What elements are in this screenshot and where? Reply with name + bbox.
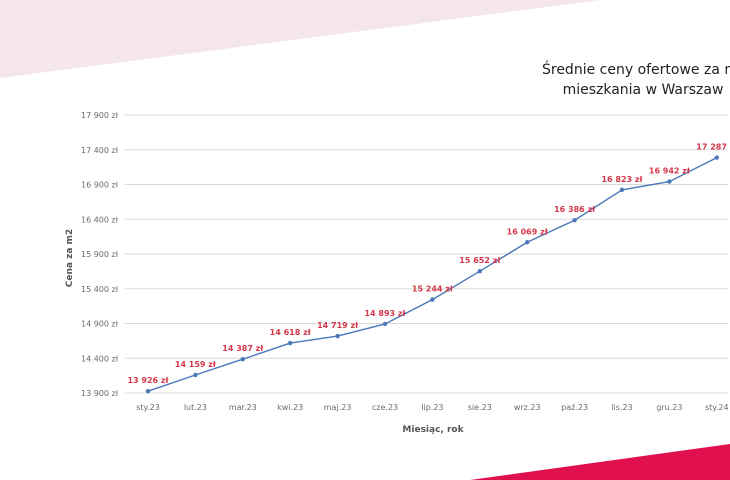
y-tick-label: 16 900 zł: [81, 181, 119, 190]
data-label: 16 942 zł: [649, 167, 691, 176]
data-label: 15 652 zł: [459, 256, 501, 265]
y-axis-ticks: 13 900 zł 14 400 zł 14 900 zł 15 400 zł 15 9…: [81, 111, 119, 398]
data-label: 14 159 zł: [175, 360, 217, 369]
data-label: 14 719 zł: [317, 321, 359, 330]
x-tick-label: cze.23: [372, 403, 398, 412]
data-point: [240, 356, 245, 362]
data-point: [525, 240, 530, 245]
chart-title: Średnie ceny ofertowe za m mieszkania w …: [520, 60, 730, 100]
y-tick-label: 17 400 zł: [81, 146, 119, 155]
data-point: [382, 321, 388, 327]
y-axis-title: Cena za m2: [65, 229, 75, 287]
data-label: 16 069 zł: [507, 227, 549, 236]
data-label: 14 387 zł: [222, 344, 264, 353]
data-label: 14 618 zł: [270, 328, 312, 337]
x-tick-label: mar.23: [229, 403, 257, 412]
y-tick-label: 14 400 zł: [81, 354, 119, 363]
data-point: [335, 333, 340, 339]
x-tick-label: sty.24: [705, 403, 729, 412]
data-label: 13 926 zł: [127, 376, 169, 385]
data-point: [477, 269, 482, 274]
y-tick-label: 15 400 zł: [81, 285, 119, 294]
x-tick-label: kwi.23: [277, 403, 303, 412]
x-tick-label: lis.23: [611, 403, 632, 412]
data-points: [145, 155, 719, 394]
series-line: [147, 156, 718, 392]
data-point: [619, 187, 625, 193]
x-tick-label: sty.23: [136, 403, 160, 412]
x-tick-label: sie.23: [468, 403, 492, 412]
x-axis-title: Miesiąc, rok: [402, 425, 464, 435]
data-point: [430, 297, 435, 302]
data-label: 16 823 zł: [601, 175, 643, 184]
y-tick-label: 15 900 zł: [81, 250, 119, 259]
data-label: 17 287 zł: [696, 143, 730, 152]
x-tick-label: lut.23: [184, 403, 207, 412]
data-label: 15 244 zł: [412, 285, 454, 294]
x-tick-label: gru.23: [656, 403, 682, 412]
chart-title-line-2: mieszkania w Warszaw: [562, 82, 724, 98]
x-tick-label: lip.23: [421, 403, 443, 412]
data-point: [667, 179, 672, 184]
x-tick-label: maj.23: [324, 403, 352, 412]
data-point: [572, 218, 577, 223]
y-tick-label: 14 900 zł: [81, 320, 119, 329]
data-point: [193, 372, 198, 378]
data-labels: 13 926 zł 14 159 zł 14 387 zł 14 618 zł 14 7…: [127, 143, 730, 386]
x-tick-label: wrz.23: [514, 403, 541, 412]
y-tick-label: 13 900 zł: [81, 389, 119, 398]
y-tick-label: 17 900 zł: [81, 111, 119, 120]
grid-lines: [125, 114, 728, 394]
data-point: [288, 340, 293, 346]
data-point: [145, 388, 151, 394]
chart-title-line-1: Średnie ceny ofertowe za m: [541, 62, 730, 78]
x-axis-ticks: sty.23 lut.23 mar.23 kwi.23 maj.23 cze.23 lip.…: [136, 403, 728, 412]
y-tick-label: 16 400 zł: [81, 215, 119, 224]
x-tick-label: paź.23: [561, 403, 588, 412]
data-point: [714, 155, 719, 160]
data-label: 14 893 zł: [364, 309, 406, 318]
data-label: 16 386 zł: [554, 205, 596, 214]
